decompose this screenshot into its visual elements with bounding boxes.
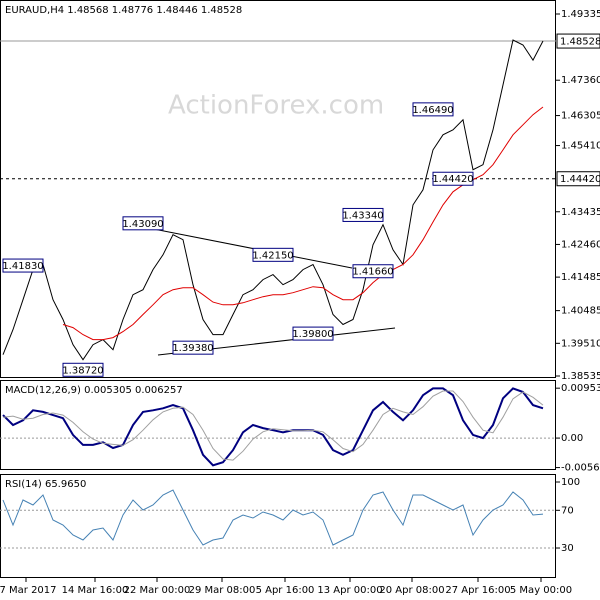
- y-tick-label: 1.40485: [561, 306, 600, 317]
- y-tick-label: 100: [561, 477, 580, 488]
- y-tick-label: 1.46305: [561, 111, 600, 122]
- x-tick-label: 20 Apr 08:00: [379, 585, 444, 596]
- panel-frame: [0, 474, 556, 578]
- watermark: ActionForex.com: [168, 91, 384, 121]
- y-tick-label: 30: [561, 543, 574, 554]
- x-tick-label: 14 Mar 16:00: [62, 585, 129, 596]
- series-line: [2, 387, 544, 467]
- x-tick-label: 7 Mar 2017: [0, 585, 57, 596]
- series-line: [2, 390, 544, 461]
- panel-label: RSI(14) 65.9650: [5, 479, 86, 490]
- x-tick-label: 29 Mar 08:00: [189, 585, 256, 596]
- y-tick-label: -0.005637: [561, 463, 600, 474]
- price-annotation-box: [252, 247, 294, 262]
- x-tick-label: 22 Mar 00:00: [124, 585, 191, 596]
- price-annotation: 1.43090: [122, 219, 163, 230]
- x-tick-label: 27 Apr 16:00: [445, 585, 510, 596]
- price-annotation: 1.44420: [432, 174, 473, 185]
- price-annotation-box: [432, 171, 474, 186]
- panel-frame: [0, 0, 556, 378]
- y-tick-label: 1.43435: [561, 207, 600, 218]
- price-annotation-box: [122, 216, 164, 231]
- price-annotation-box: [292, 326, 334, 341]
- price-annotation-box: [172, 340, 214, 355]
- y-tick-label: 1.41485: [561, 272, 600, 283]
- price-annotation: 1.39380: [172, 343, 213, 354]
- price-annotation-box: [62, 362, 104, 377]
- panel-frame: [0, 380, 556, 470]
- x-tick-label: 5 Apr 16:00: [256, 585, 315, 596]
- x-tick-label: 13 Apr 00:00: [317, 585, 382, 596]
- price-annotation: 1.41660: [352, 267, 393, 278]
- price-marker-box: [556, 33, 600, 49]
- price-annotation-box: [342, 207, 384, 222]
- y-tick-label: 1.38535: [561, 371, 600, 382]
- price-annotation: 1.46490: [412, 105, 453, 116]
- price-annotation: 1.43340: [342, 210, 383, 221]
- price-annotation: 1.42150: [252, 250, 293, 261]
- y-tick-label: 1.47360: [561, 75, 600, 86]
- y-tick-label: 0.009538: [561, 383, 600, 394]
- y-tick-label: 1.45410: [561, 141, 600, 152]
- x-tick-label: 5 May 00:00: [510, 585, 572, 596]
- y-tick-label: 0.00: [561, 433, 583, 444]
- panel-label: EURAUD,H4 1.48568 1.48776 1.48446 1.4852…: [5, 5, 242, 16]
- price-annotation: 1.41830: [2, 261, 43, 272]
- y-tick-label: 1.39510: [561, 338, 600, 349]
- price-marker-label: 1.44420: [560, 174, 600, 185]
- series-line: [2, 489, 544, 546]
- price-annotation-box: [352, 264, 394, 279]
- price-marker-label: 1.48528: [560, 37, 600, 48]
- series-line: [2, 39, 544, 361]
- trend-line: [122, 222, 353, 269]
- price-annotation: 1.38720: [62, 365, 103, 376]
- price-annotation-box: [2, 258, 44, 273]
- panel-label: MACD(12,26,9) 0.005305 0.006257: [5, 385, 183, 396]
- y-tick-label: 1.42460: [561, 239, 600, 250]
- y-tick-label: 1.49335: [561, 9, 600, 20]
- price-annotation: 1.39800: [292, 329, 333, 340]
- y-tick-label: 70: [561, 505, 574, 516]
- price-annotation-box: [412, 102, 454, 117]
- price-marker-box: [556, 171, 600, 187]
